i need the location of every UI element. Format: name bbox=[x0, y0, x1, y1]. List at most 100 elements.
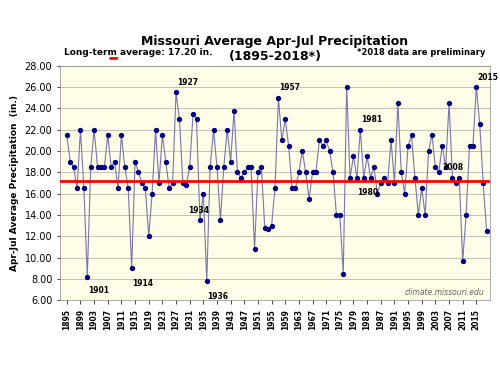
Point bbox=[278, 138, 286, 143]
Point bbox=[442, 164, 450, 170]
Point bbox=[261, 225, 269, 231]
Point bbox=[179, 180, 187, 186]
Point bbox=[182, 182, 190, 188]
Point bbox=[244, 164, 252, 170]
Point bbox=[152, 127, 160, 133]
Point bbox=[319, 143, 327, 149]
Point bbox=[220, 164, 228, 170]
Point bbox=[387, 138, 395, 143]
Title: Missouri Average Apr-Jul Precipitation
(1895-2018*): Missouri Average Apr-Jul Precipitation (… bbox=[142, 36, 408, 63]
Point bbox=[213, 164, 221, 170]
Point bbox=[70, 164, 78, 170]
Point bbox=[114, 186, 122, 191]
Point bbox=[400, 191, 408, 197]
Point bbox=[84, 274, 92, 280]
Point bbox=[305, 196, 313, 202]
Point bbox=[479, 180, 487, 186]
Point bbox=[411, 175, 419, 180]
Point bbox=[196, 217, 204, 223]
Point bbox=[202, 278, 210, 284]
Point bbox=[482, 228, 490, 234]
Point bbox=[308, 169, 316, 175]
Point bbox=[394, 100, 402, 106]
Point bbox=[131, 159, 139, 165]
Point bbox=[134, 169, 142, 175]
Point bbox=[329, 169, 337, 175]
Point bbox=[192, 116, 200, 122]
Point bbox=[380, 175, 388, 180]
Point bbox=[90, 127, 98, 133]
Point bbox=[86, 164, 94, 170]
Point bbox=[104, 132, 112, 138]
Point bbox=[428, 132, 436, 138]
Point bbox=[200, 191, 207, 197]
Point bbox=[138, 180, 146, 186]
Point bbox=[340, 270, 347, 276]
Point bbox=[342, 84, 350, 90]
Point bbox=[435, 169, 443, 175]
Text: 1981: 1981 bbox=[361, 115, 382, 124]
Point bbox=[438, 143, 446, 149]
Point bbox=[80, 186, 88, 191]
Point bbox=[264, 226, 272, 232]
Point bbox=[210, 127, 218, 133]
Text: 1936: 1936 bbox=[208, 292, 229, 300]
Point bbox=[281, 116, 289, 122]
Point bbox=[124, 186, 132, 191]
Point bbox=[107, 164, 115, 170]
Point bbox=[452, 180, 460, 186]
Point bbox=[432, 164, 440, 170]
Point bbox=[418, 186, 426, 191]
Point bbox=[223, 127, 231, 133]
Text: *2018 data are preliminary: *2018 data are preliminary bbox=[358, 48, 486, 56]
Point bbox=[148, 191, 156, 197]
Point bbox=[424, 148, 432, 154]
Point bbox=[462, 212, 470, 218]
Point bbox=[363, 153, 371, 159]
Point bbox=[469, 143, 477, 149]
Point bbox=[390, 180, 398, 186]
Point bbox=[445, 100, 453, 106]
Point bbox=[448, 175, 456, 180]
Point bbox=[271, 186, 279, 191]
Point bbox=[421, 212, 429, 218]
Point bbox=[312, 169, 320, 175]
Y-axis label: Apr-Jul Average Precipitation  (in.): Apr-Jul Average Precipitation (in.) bbox=[10, 95, 19, 271]
Point bbox=[408, 132, 416, 138]
Point bbox=[176, 116, 184, 122]
Point bbox=[237, 175, 245, 180]
Point bbox=[63, 132, 71, 138]
Point bbox=[186, 164, 194, 170]
Point bbox=[288, 186, 296, 191]
Point bbox=[144, 233, 152, 239]
Point bbox=[250, 246, 258, 252]
Point bbox=[155, 180, 163, 186]
Point bbox=[404, 143, 412, 149]
Point bbox=[398, 169, 406, 175]
Point bbox=[73, 186, 81, 191]
Point bbox=[476, 122, 484, 127]
Point bbox=[458, 258, 466, 264]
Point bbox=[414, 212, 422, 218]
Point bbox=[234, 169, 241, 175]
Point bbox=[353, 175, 361, 180]
Point bbox=[226, 159, 234, 165]
Point bbox=[274, 95, 282, 101]
Text: climate.missouri.edu: climate.missouri.edu bbox=[405, 288, 485, 297]
Point bbox=[258, 164, 266, 170]
Point bbox=[326, 148, 334, 154]
Point bbox=[189, 111, 197, 117]
Point bbox=[332, 212, 340, 218]
Point bbox=[456, 175, 464, 180]
Point bbox=[254, 169, 262, 175]
Text: 1934: 1934 bbox=[188, 206, 209, 215]
Point bbox=[466, 143, 473, 149]
Text: 1957: 1957 bbox=[279, 83, 300, 93]
Text: 1927: 1927 bbox=[176, 78, 198, 87]
Point bbox=[346, 175, 354, 180]
Point bbox=[118, 132, 126, 138]
Point bbox=[298, 148, 306, 154]
Text: 1980: 1980 bbox=[358, 188, 378, 197]
Point bbox=[472, 84, 480, 90]
Text: 1914: 1914 bbox=[132, 279, 154, 288]
